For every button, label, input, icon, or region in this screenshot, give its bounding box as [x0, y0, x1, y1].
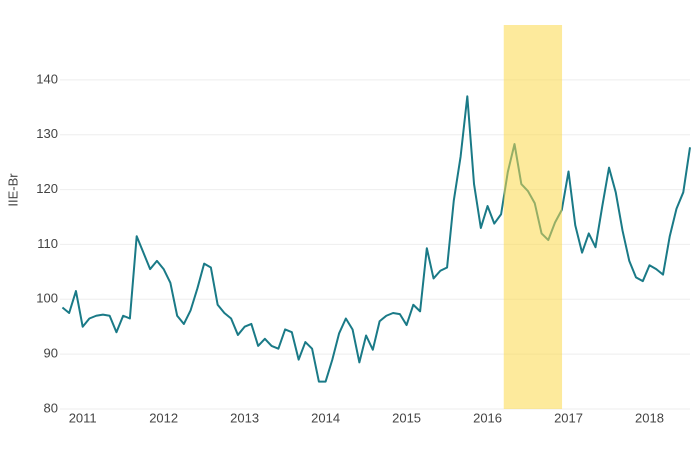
y-tick-label: 80	[44, 400, 58, 415]
y-tick-label: 100	[36, 291, 58, 306]
x-tick-label: 2016	[473, 410, 502, 425]
shaded-region	[503, 25, 563, 409]
y-tick-label: 90	[44, 346, 58, 361]
x-tick-label: 2011	[69, 410, 97, 425]
x-tick-label: 2012	[149, 410, 178, 425]
x-tick-label: 2015	[392, 410, 421, 425]
y-axis-title: IIE-Br	[5, 173, 20, 207]
x-tick-label: 2018	[635, 410, 664, 425]
x-tick-label: 2013	[230, 410, 259, 425]
y-tick-label: 120	[36, 181, 58, 196]
y-tick-label: 110	[37, 236, 58, 251]
data-line	[61, 95, 691, 383]
x-tick-label: 2017	[554, 410, 583, 425]
y-tick-label: 140	[36, 71, 58, 86]
x-tick-label: 2014	[311, 410, 340, 425]
y-tick-label: 130	[36, 126, 58, 141]
